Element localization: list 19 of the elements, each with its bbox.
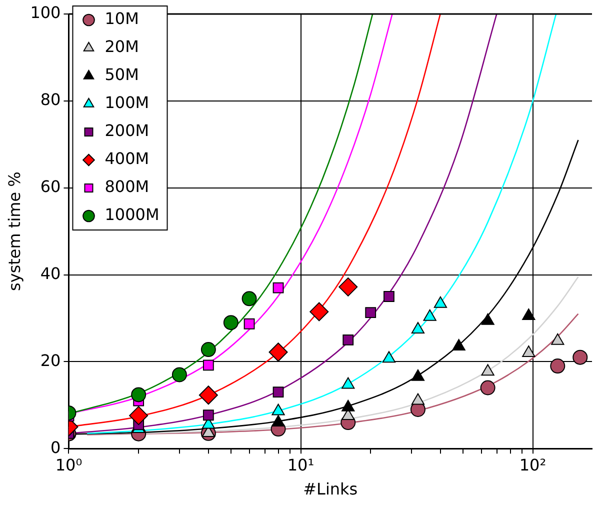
y-tick-label: 40 (40, 264, 61, 283)
legend-label: 400M (104, 149, 150, 168)
legend-label: 200M (104, 121, 150, 140)
x-tick-label: 10¹ (287, 455, 314, 474)
y-tick-label: 20 (40, 350, 61, 370)
x-tick-label: 10⁰ (55, 455, 82, 474)
legend-label: 100M (104, 93, 150, 112)
x-axis-title: #Links (303, 480, 358, 499)
y-tick-label: 80 (40, 90, 61, 110)
x-tick-label: 10² (519, 455, 546, 474)
legend-label: 1000M (104, 205, 160, 224)
legend-label: 50M (104, 65, 139, 84)
legend-label: 10M (104, 9, 139, 28)
legend-label: 20M (104, 37, 139, 56)
y-axis-title: system time % (4, 172, 24, 291)
y-tick-label: 0 (50, 438, 61, 457)
legend-label: 800M (104, 177, 150, 196)
y-tick-label: 100 (30, 3, 61, 22)
y-tick-label: 60 (40, 176, 61, 196)
